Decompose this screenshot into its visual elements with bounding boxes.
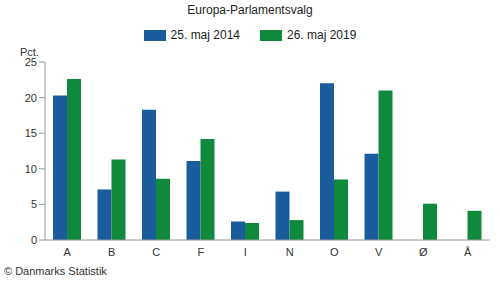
- svg-text:Ø: Ø: [419, 246, 428, 258]
- svg-text:Å: Å: [464, 246, 472, 258]
- svg-text:F: F: [197, 246, 204, 258]
- svg-text:C: C: [152, 246, 160, 258]
- svg-text:V: V: [375, 246, 383, 258]
- html-text:© Danmarks Statistik: © Danmarks Statistik: [4, 265, 107, 277]
- html-text:26. maj 2019: 26. maj 2019: [287, 28, 357, 42]
- svg-text:25: 25: [25, 56, 37, 68]
- svg-text:20: 20: [25, 92, 37, 104]
- svg-text:A: A: [64, 246, 72, 258]
- html-text:Pct.: Pct.: [20, 46, 39, 58]
- svg-text:15: 15: [25, 127, 37, 139]
- svg-text:5: 5: [31, 198, 37, 210]
- svg-text:10: 10: [25, 163, 37, 175]
- svg-text:O: O: [330, 246, 339, 258]
- svg-text:0: 0: [31, 234, 37, 246]
- html-text:Europa-Parlamentsvalg: Europa-Parlamentsvalg: [187, 3, 313, 17]
- svg-text:N: N: [286, 246, 294, 258]
- html-text:25. maj 2014: 25. maj 2014: [170, 28, 240, 42]
- svg-text:I: I: [244, 246, 247, 258]
- svg-text:B: B: [108, 246, 115, 258]
